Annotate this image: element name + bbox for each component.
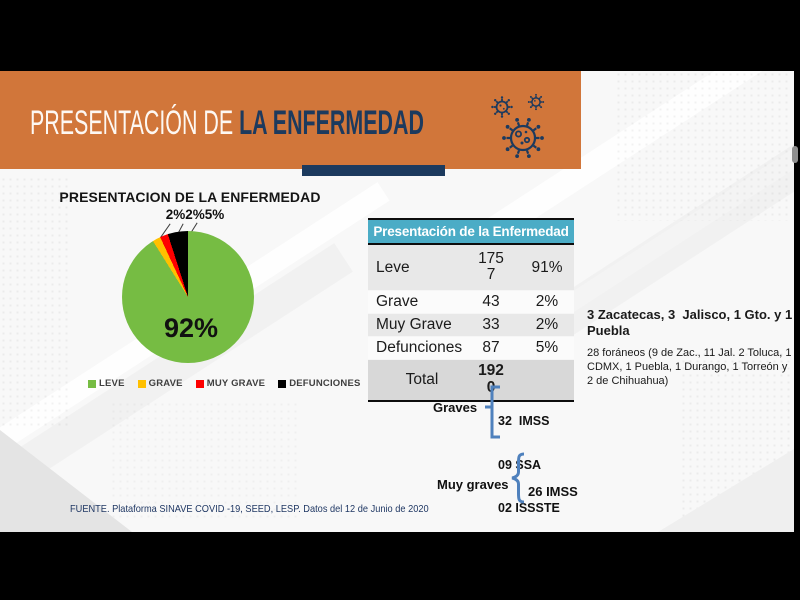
graves-item: 32 IMSS (498, 414, 550, 428)
legend-swatch (278, 379, 287, 388)
legend-swatch (137, 379, 146, 388)
pie-callout-label: 2%2%5% (165, 207, 225, 222)
legend-item: DEFUNCIONES (278, 378, 360, 389)
bg-dots (615, 71, 790, 221)
row-pct: 5% (535, 339, 559, 356)
bg-dots (0, 176, 70, 426)
bg-wedge (0, 430, 132, 532)
chart-legend: LEVE GRAVE MUY GRAVE DEFUNCIONES (88, 378, 361, 389)
table-row: Leve 1757 91% (368, 245, 574, 291)
muy-graves-item: 26 IMSS (528, 484, 578, 499)
table-row: Muy Grave 33 2% (368, 314, 574, 337)
legend-item: LEVE (88, 378, 125, 389)
legend-swatch (88, 379, 96, 388)
legend-label: LEVE (99, 378, 125, 389)
row-pct: 2% (535, 316, 559, 333)
virus-icon (527, 93, 545, 111)
legend-label: DEFUNCIONES (289, 378, 361, 389)
chart-title: PRESENTACION DE LA ENFERMEDAD (59, 189, 321, 205)
row-label: Muy Grave (376, 316, 452, 333)
bg-wedge (658, 449, 794, 532)
scrollbar-thumb[interactable] (792, 146, 798, 163)
slide: PRESENTACIÓN DE LA ENFERMEDAD (0, 71, 794, 532)
legend-swatch (195, 379, 204, 388)
graves-label: Graves (433, 400, 478, 415)
pie-chart (122, 231, 254, 363)
banner-underline-bar (302, 165, 445, 176)
virus-icon (501, 116, 545, 160)
graves-items: 32 IMSS 09 SSA 02 ISSSTE (498, 385, 560, 532)
row-pct: 2% (535, 293, 559, 310)
legend-item: MUY GRAVE (195, 378, 266, 389)
table-row: Defunciones 87 5% (368, 337, 574, 360)
page-title: PRESENTACIÓN DE LA ENFERMEDAD (30, 101, 424, 145)
muy-graves-label: Muy graves (437, 477, 509, 492)
note-states: 3 Zacatecas, 3 Jalisco, 1 Gto. y 1 Puebl… (587, 307, 793, 338)
legend-label: MUY GRAVE (206, 378, 266, 389)
muy-graves-items: 26 IMSS 06 SSA 01 ISSSTE (528, 454, 592, 532)
table-total-row: Total 1920 (368, 360, 574, 400)
table-header: Presentación de la Enfermedad (368, 220, 574, 245)
virus-icon (490, 95, 514, 119)
row-label: Defunciones (376, 339, 463, 356)
data-table: Presentación de la Enfermedad Leve 1757 … (368, 218, 574, 402)
row-label: Leve (376, 258, 410, 276)
total-label: Total (405, 371, 439, 388)
note-foreign-cases: 28 foráneos (9 de Zac., 11 Jal. 2 Toluca… (587, 347, 792, 388)
row-count: 43 (482, 293, 500, 310)
source-footer: FUENTE. Plataforma SINAVE COVID -19, SEE… (70, 503, 429, 515)
row-pct: 91% (531, 258, 563, 276)
muy-graves-bracket (511, 452, 525, 504)
graves-item: 09 SSA (498, 457, 542, 472)
page-title-bold: LA ENFERMEDAD (239, 104, 424, 142)
row-label: Grave (376, 293, 419, 310)
page-title-regular: PRESENTACIÓN DE (30, 104, 240, 142)
row-count: 33 (482, 316, 500, 333)
legend-label: GRAVE (148, 378, 183, 389)
table-row: Grave 43 2% (368, 291, 574, 314)
legend-item: GRAVE (137, 378, 183, 389)
header-banner: PRESENTACIÓN DE LA ENFERMEDAD (0, 71, 581, 169)
notes-block: 3 Zacatecas, 3 Jalisco, 1 Gto. y 1 Puebl… (587, 307, 793, 388)
pie-center-label: 92% (163, 313, 219, 343)
graves-bracket (485, 385, 500, 439)
row-count: 1757 (478, 249, 504, 284)
graves-item: 02 ISSSTE (498, 501, 560, 515)
muy-graves-item: 06 SSA (528, 529, 592, 532)
row-count: 87 (482, 339, 500, 356)
